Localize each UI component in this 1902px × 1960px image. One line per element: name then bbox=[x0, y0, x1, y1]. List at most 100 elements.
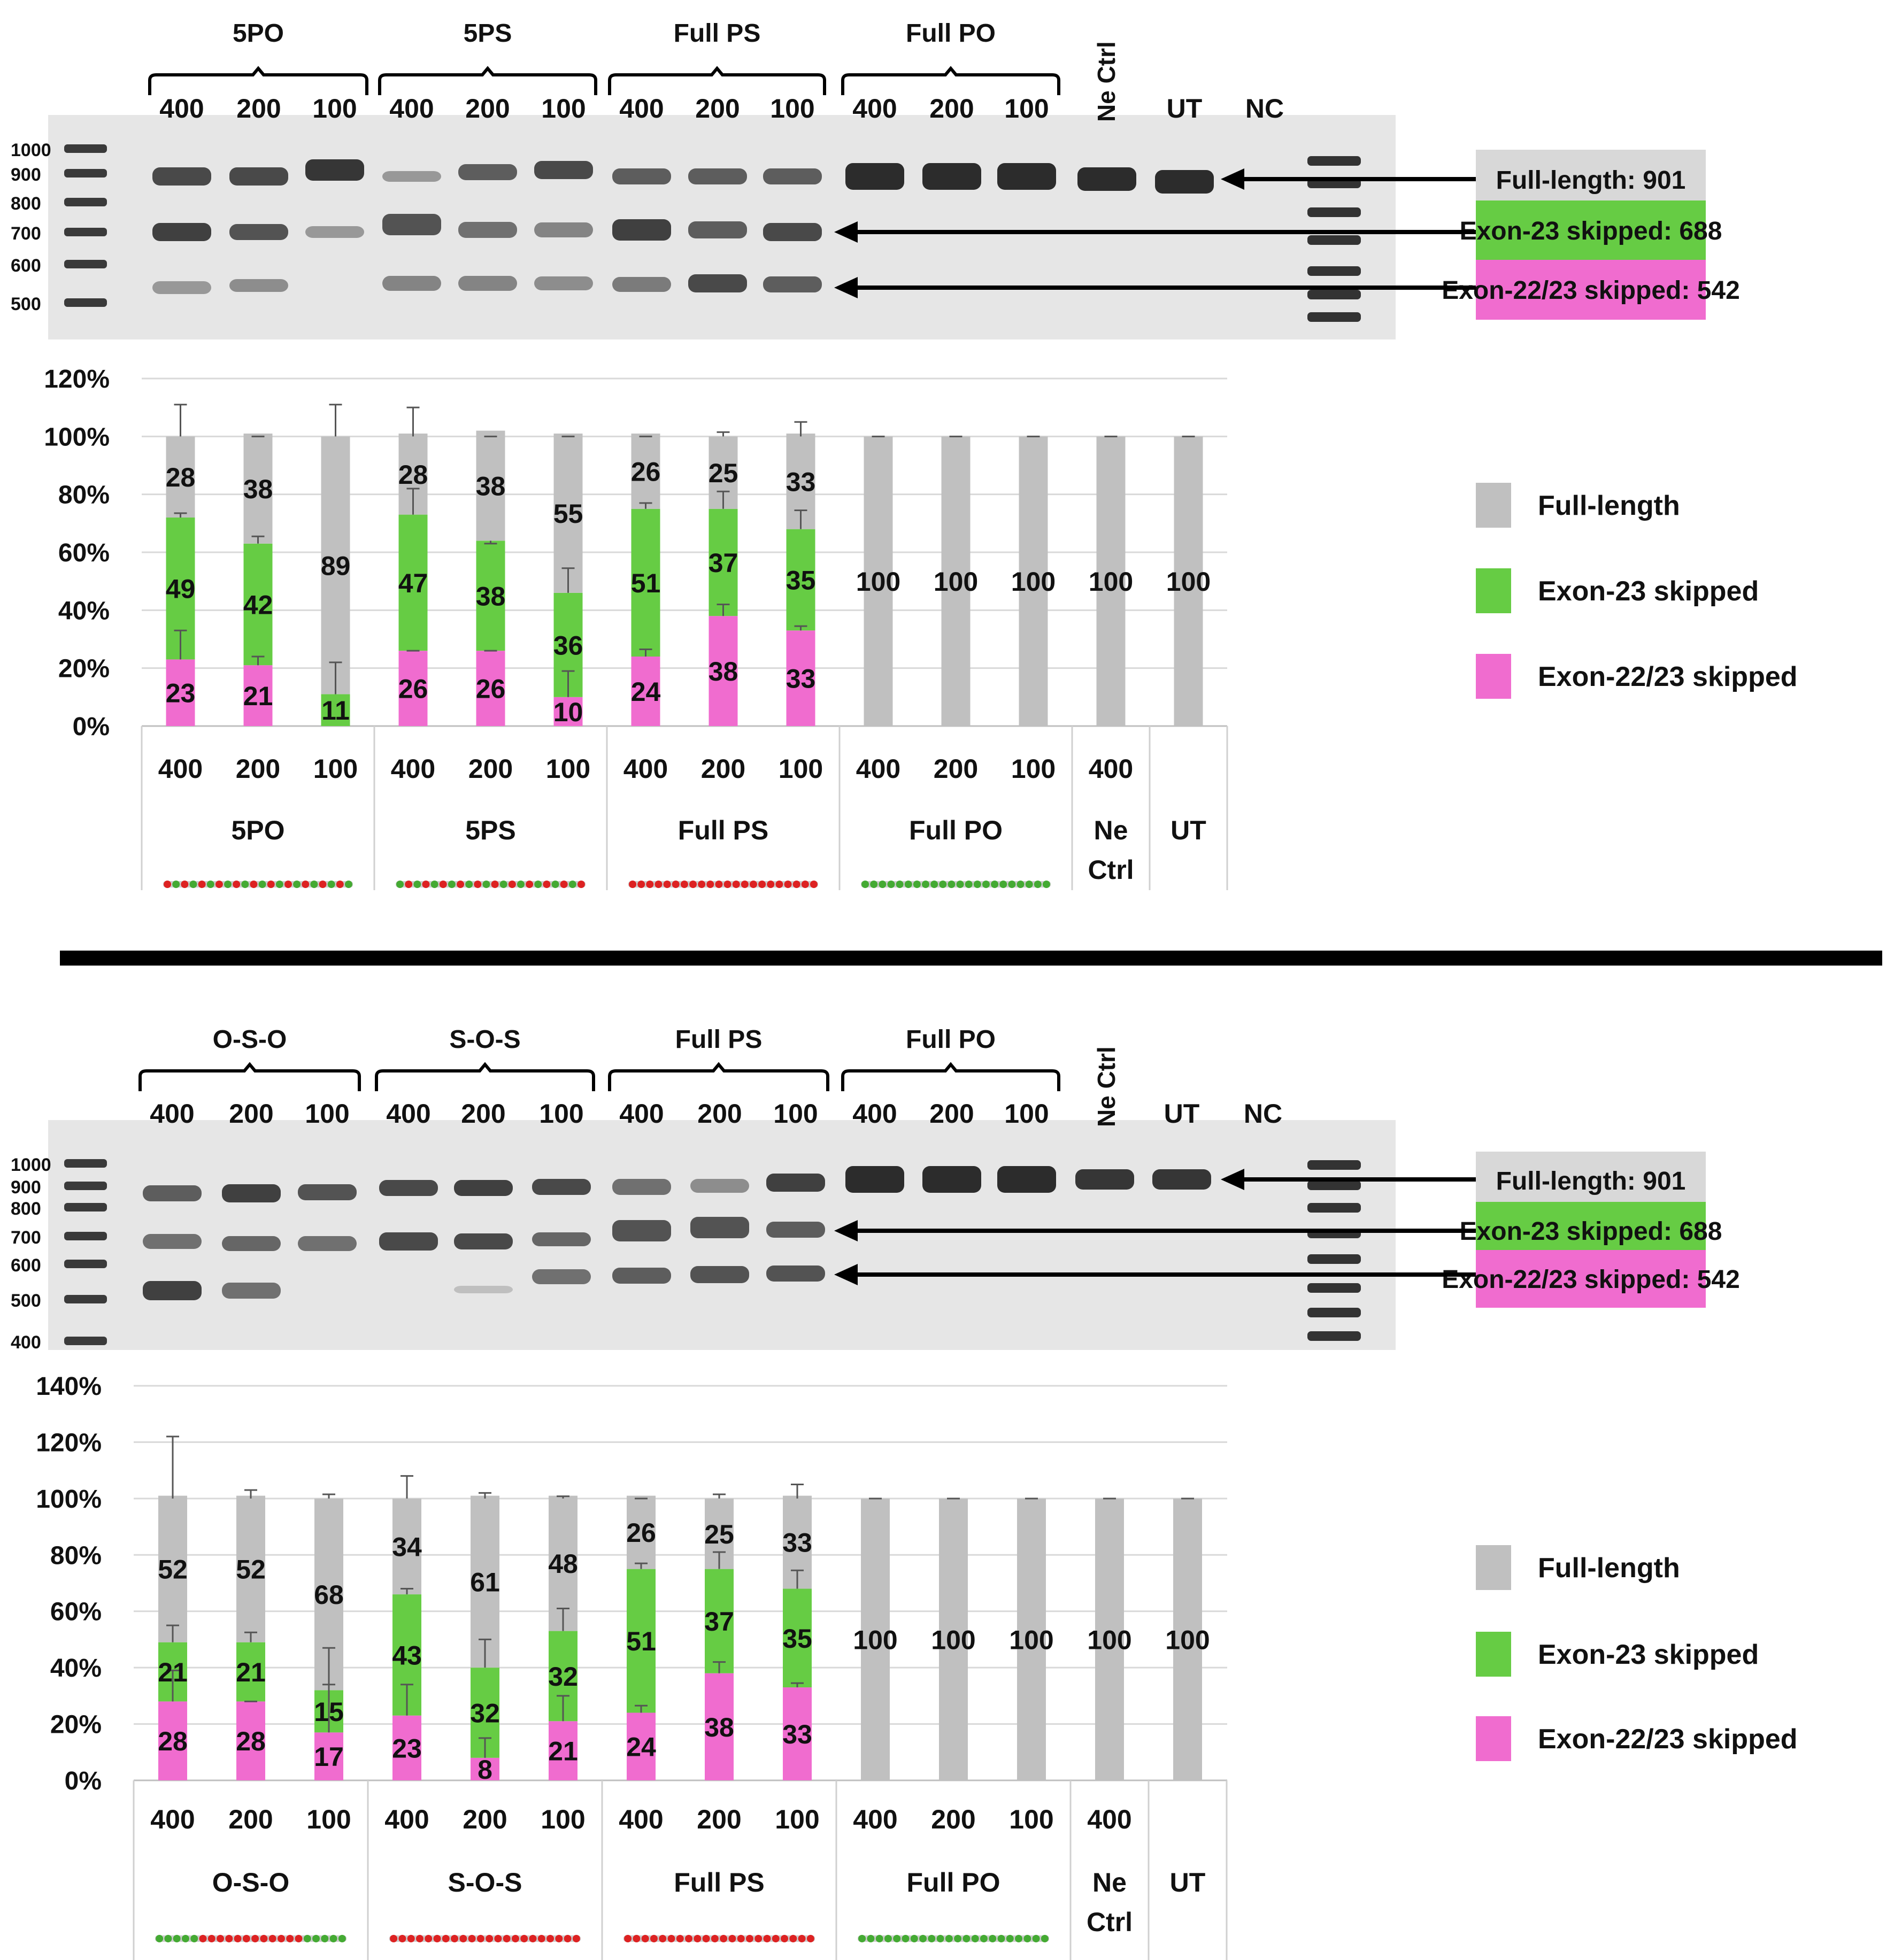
gel-group-label: 5PO bbox=[233, 19, 284, 48]
ladder-band bbox=[64, 1182, 107, 1190]
x-tick-label: 200 bbox=[931, 1804, 975, 1834]
ladder-band bbox=[64, 260, 107, 268]
chemistry-dot bbox=[555, 1935, 563, 1942]
legend-label: Full-length bbox=[1538, 490, 1680, 521]
ladder-tick-label: 400 bbox=[11, 1332, 41, 1353]
gel-group-label: O-S-O bbox=[213, 1025, 287, 1054]
bar-segment-full-length bbox=[941, 436, 971, 726]
gel-band bbox=[534, 161, 593, 179]
chemistry-dot bbox=[173, 1935, 181, 1942]
chemistry-dot bbox=[503, 1935, 511, 1942]
y-tick-label: 0% bbox=[65, 1767, 102, 1795]
bar-segment-exon-23-skipped bbox=[786, 529, 815, 631]
chemistry-dot bbox=[156, 1935, 164, 1942]
bar-segment-full-length bbox=[1173, 1498, 1202, 1780]
gel-band-label: Exon-23 skipped: 688 bbox=[1460, 217, 1722, 245]
bar-segment-exon-22-23-skipped bbox=[553, 697, 583, 726]
chemistry-dot bbox=[948, 881, 956, 888]
chemistry-dot bbox=[1034, 881, 1042, 888]
bar-segment-full-length bbox=[243, 433, 273, 544]
gel-band bbox=[766, 1222, 825, 1238]
chemistry-dot bbox=[415, 1935, 423, 1942]
chemistry-dot bbox=[267, 881, 275, 888]
x-group-label: UT bbox=[1171, 815, 1206, 845]
gel-band bbox=[766, 1174, 825, 1192]
gel-nc-label: NC bbox=[1245, 94, 1284, 124]
group-bracket bbox=[375, 1062, 595, 1091]
ladder-tick-label: 700 bbox=[11, 223, 41, 244]
data-label: 23 bbox=[166, 678, 196, 708]
data-label: 35 bbox=[782, 1624, 812, 1654]
gel-lane-label: 400 bbox=[159, 94, 204, 124]
data-label: 100 bbox=[1009, 1625, 1053, 1655]
chemistry-dot bbox=[398, 1935, 406, 1942]
chemistry-dot bbox=[689, 881, 697, 888]
chemistry-dot bbox=[336, 881, 344, 888]
chemistry-dot bbox=[680, 881, 688, 888]
data-label: 36 bbox=[553, 630, 583, 660]
ladder-band bbox=[64, 144, 107, 153]
x-tick-label: 100 bbox=[1009, 1804, 1053, 1834]
data-label: 38 bbox=[709, 657, 738, 686]
gel-band bbox=[229, 224, 288, 240]
x-tick-label: 200 bbox=[463, 1804, 507, 1834]
bar-segment-exon-22-23-skipped bbox=[392, 1715, 421, 1780]
bar-segment-full-length bbox=[627, 1495, 656, 1569]
chemistry-dot bbox=[989, 1935, 997, 1942]
chemistry-dot bbox=[511, 1935, 519, 1942]
data-label: 38 bbox=[476, 471, 506, 501]
chemistry-dot bbox=[295, 1935, 303, 1942]
data-label: 100 bbox=[1011, 567, 1056, 597]
chemistry-dot bbox=[711, 1935, 719, 1942]
x-tick-label: 200 bbox=[468, 754, 513, 784]
bar-segment-exon-23-skipped bbox=[783, 1588, 812, 1688]
chemistry-dot bbox=[1042, 881, 1050, 888]
bar-segment-full-length bbox=[1096, 436, 1126, 726]
bar-segment-exon-22-23-skipped bbox=[398, 651, 428, 726]
gel-group-label: Full PS bbox=[675, 1025, 763, 1054]
bar-segment-exon-22-23-skipped bbox=[236, 1701, 265, 1780]
gel-group-label: Full PS bbox=[674, 19, 761, 48]
ladder-band bbox=[1307, 156, 1361, 166]
chemistry-dot bbox=[884, 1935, 892, 1942]
chemistry-dot bbox=[893, 1935, 901, 1942]
group-bracket bbox=[841, 66, 1060, 95]
gel-lane-label: 100 bbox=[1004, 1099, 1049, 1129]
bar-segment-exon-22-23-skipped bbox=[476, 651, 505, 726]
gel-band bbox=[690, 1179, 749, 1193]
chemistry-dot bbox=[572, 1935, 580, 1942]
chemistry-dot bbox=[407, 1935, 415, 1942]
gel-band bbox=[229, 279, 288, 292]
data-label: 100 bbox=[1089, 567, 1133, 597]
chemistry-dot bbox=[919, 1935, 927, 1942]
chemistry-dot bbox=[457, 881, 465, 888]
chemistry-dot bbox=[758, 881, 766, 888]
x-group-label: Ctrl bbox=[1088, 855, 1134, 885]
chemistry-dot bbox=[564, 1935, 572, 1942]
gel-lane-label: 100 bbox=[539, 1099, 583, 1129]
chemistry-dot bbox=[277, 1935, 285, 1942]
x-tick-label: 100 bbox=[313, 754, 358, 784]
chemistry-dot bbox=[390, 1935, 398, 1942]
ladder-band bbox=[1307, 1283, 1361, 1293]
bar-segment-exon-22-23-skipped bbox=[549, 1721, 577, 1780]
x-group-label: Ctrl bbox=[1087, 1907, 1133, 1937]
chemistry-dot bbox=[875, 1935, 883, 1942]
chemistry-dot bbox=[260, 1935, 268, 1942]
gel-lane-label: 400 bbox=[619, 94, 664, 124]
chemistry-dot bbox=[781, 1935, 789, 1942]
chart-panel-bottom: 0% 20% 40% 60% 80% 100% 120% 140% 28 21 52 28 21 52 17… bbox=[36, 1372, 1798, 1960]
y-tick-label: 80% bbox=[50, 1541, 102, 1570]
gel-group-label: Full PO bbox=[906, 19, 996, 48]
gel-lane-label: 100 bbox=[1004, 94, 1049, 124]
data-label: 28 bbox=[158, 1726, 188, 1756]
legend-swatch bbox=[1476, 568, 1511, 613]
chemistry-dot bbox=[870, 881, 878, 888]
chemistry-dot bbox=[405, 881, 413, 888]
gel-band bbox=[143, 1185, 202, 1201]
chemistry-dot bbox=[439, 881, 447, 888]
legend-swatch bbox=[1476, 1716, 1511, 1761]
chemistry-dot bbox=[999, 881, 1007, 888]
chemistry-dot bbox=[286, 1935, 294, 1942]
